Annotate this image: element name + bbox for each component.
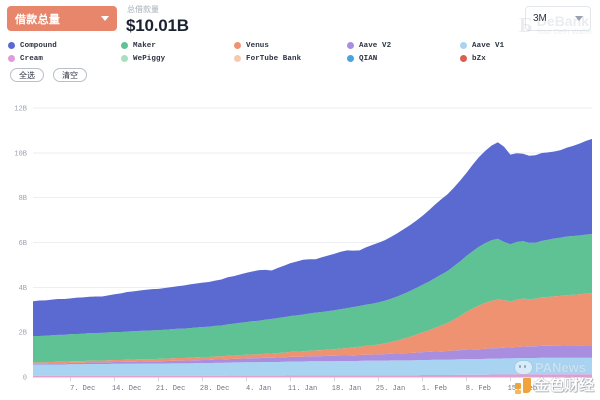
x-axis-tick-label: 14. Dec bbox=[112, 385, 141, 393]
total-block: 总借款量 $10.01B bbox=[126, 4, 189, 35]
x-axis-tick-label: 1. Feb bbox=[422, 385, 447, 393]
legend-item-label: Maker bbox=[133, 41, 157, 50]
clear-button[interactable]: 清空 bbox=[53, 68, 87, 82]
x-axis-tick-label: 11. Jan bbox=[288, 385, 317, 393]
area-series-cream[interactable] bbox=[33, 374, 592, 377]
stacked-area-chart[interactable]: 0 2B 4B 6B 8B 10B 12B 7. Dec 14. Dec 21. Dec 28. D… bbox=[0, 86, 600, 400]
legend-item-label: ForTube Bank bbox=[246, 54, 302, 63]
legend-item-aave-v1[interactable]: Aave V1 bbox=[460, 40, 573, 51]
legend-item-maker[interactable]: Maker bbox=[121, 40, 234, 51]
legend-item-venus[interactable]: Venus bbox=[234, 40, 347, 51]
area-series-venus[interactable] bbox=[33, 293, 592, 364]
metric-dropdown[interactable]: 借款总量 bbox=[7, 6, 117, 31]
area-series-aave-v1[interactable] bbox=[33, 357, 592, 376]
x-axis-tick-label: 15. Feb bbox=[508, 385, 537, 393]
legend-color-swatch bbox=[8, 55, 15, 62]
y-axis-tick-label: 4B bbox=[19, 285, 27, 293]
legend-item-label: Aave V2 bbox=[359, 41, 392, 50]
x-axis-tick-label: 21. Dec bbox=[156, 385, 185, 393]
legend-color-swatch bbox=[234, 55, 241, 62]
area-series-aave-v2[interactable] bbox=[33, 345, 592, 365]
chevron-down-icon bbox=[575, 16, 583, 21]
time-range-select[interactable]: 3M bbox=[525, 6, 591, 31]
legend-color-swatch bbox=[121, 42, 128, 49]
legend-item-aave-v2[interactable]: Aave V2 bbox=[347, 40, 460, 51]
legend-item-compound[interactable]: Compound bbox=[8, 40, 121, 51]
area-series-compound[interactable] bbox=[33, 138, 592, 336]
legend-color-swatch bbox=[234, 42, 241, 49]
y-axis-tick-label: 8B bbox=[19, 195, 27, 203]
y-axis-tick-label: 12B bbox=[14, 106, 27, 114]
legend-item-label: Aave V1 bbox=[472, 41, 505, 50]
legend-item-fortube-bank[interactable]: ForTube Bank bbox=[234, 53, 347, 64]
chart-area[interactable]: 0 2B 4B 6B 8B 10B 12B 7. Dec 14. Dec 21. Dec 28. D… bbox=[0, 86, 600, 400]
y-axis-tick-label: 2B bbox=[19, 330, 27, 338]
legend-item-cream[interactable]: Cream bbox=[8, 53, 121, 64]
y-axis-tick-label: 0 bbox=[23, 375, 27, 383]
chart-header: 借款总量 总借款量 $10.01B 3M bbox=[0, 0, 600, 38]
x-axis-tick-label: 8. Feb bbox=[466, 385, 491, 393]
legend-item-label: QIAN bbox=[359, 54, 378, 63]
x-axis-tick-label: 7. Dec bbox=[70, 385, 95, 393]
y-axis-tick-label: 10B bbox=[14, 150, 27, 158]
x-axis-tick-label: 18. Jan bbox=[332, 385, 361, 393]
legend-color-swatch bbox=[460, 55, 467, 62]
legend: Compound Maker Venus Aave V2 Aave V1 Cream WeP… bbox=[8, 40, 593, 66]
legend-color-swatch bbox=[347, 42, 354, 49]
total-label: 总借款量 bbox=[127, 5, 159, 14]
y-axis-tick-label: 6B bbox=[19, 240, 27, 248]
legend-item-wepiggy[interactable]: WePiggy bbox=[121, 53, 234, 64]
select-all-button[interactable]: 全选 bbox=[10, 68, 44, 82]
legend-item-label: Compound bbox=[20, 41, 57, 50]
x-axis-tick-label: 25. Jan bbox=[376, 385, 405, 393]
legend-color-swatch bbox=[8, 42, 15, 49]
legend-item-label: bZx bbox=[472, 54, 486, 63]
legend-color-swatch bbox=[347, 55, 354, 62]
legend-item-qian[interactable]: QIAN bbox=[347, 53, 460, 64]
x-axis-tick-label: 4. Jan bbox=[246, 385, 271, 393]
legend-item-label: Venus bbox=[246, 41, 270, 50]
legend-item-bzx[interactable]: bZx bbox=[460, 53, 573, 64]
time-range-value: 3M bbox=[533, 13, 547, 24]
area-series-maker[interactable] bbox=[33, 233, 592, 363]
legend-item-label: WePiggy bbox=[133, 54, 166, 63]
legend-controls: 全选 清空 bbox=[10, 68, 87, 82]
legend-color-swatch bbox=[460, 42, 467, 49]
total-value: $10.01B bbox=[126, 16, 189, 35]
chevron-down-icon bbox=[101, 16, 109, 21]
legend-color-swatch bbox=[121, 55, 128, 62]
metric-dropdown-label: 借款总量 bbox=[15, 13, 61, 26]
legend-item-label: Cream bbox=[20, 54, 44, 63]
x-axis-tick-label: 28. Dec bbox=[200, 385, 229, 393]
